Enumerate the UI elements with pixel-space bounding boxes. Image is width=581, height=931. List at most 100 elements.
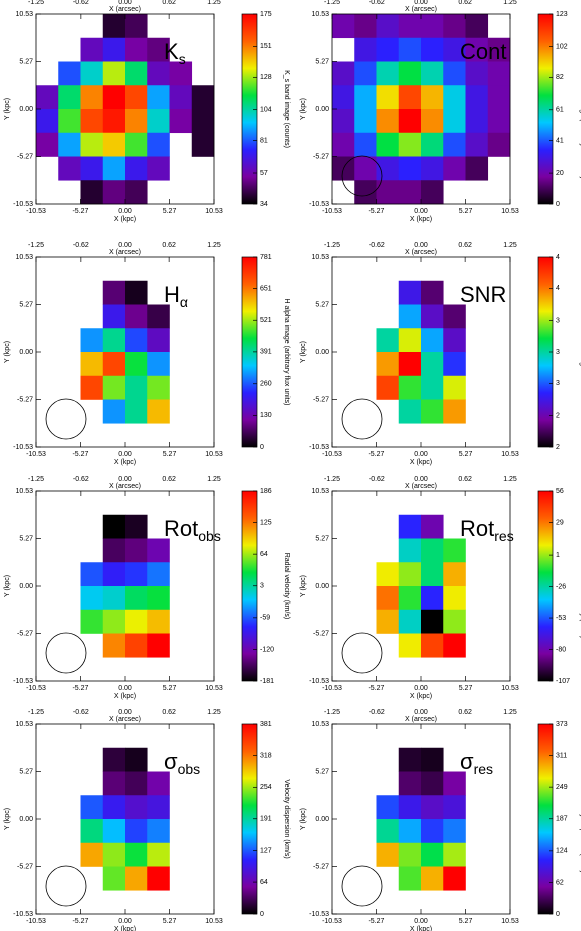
map-cell <box>376 14 400 39</box>
beam <box>45 632 87 674</box>
x2-tick-label: -0.62 <box>369 476 385 483</box>
y-tick-label: 10.53 <box>15 488 33 495</box>
map-cell <box>80 132 104 157</box>
x2-tick-label: 0.00 <box>414 0 428 6</box>
map-cell <box>465 109 489 134</box>
map-cell <box>421 771 444 796</box>
y-tick-label: 5.27 <box>19 768 33 775</box>
colorbar-tick-label: 3 <box>260 583 264 590</box>
map-cell <box>443 609 466 634</box>
x2-tick-label: 0.62 <box>162 709 176 716</box>
x-axis-label: X (kpc) <box>410 693 432 700</box>
map-cell <box>125 562 148 587</box>
map-cell <box>169 109 193 134</box>
beam <box>341 155 383 197</box>
y-tick-label: 10.53 <box>311 721 329 728</box>
map-cell <box>125 109 148 134</box>
map-cell <box>125 609 148 634</box>
colorbar-label: Radial velocity (km/s) <box>283 553 290 620</box>
colorbar-tick-label: 318 <box>260 752 272 759</box>
map-cell <box>147 819 170 844</box>
map-cell <box>376 562 400 587</box>
x2-tick-label: 0.62 <box>458 0 472 6</box>
y-tick-label: 5.27 <box>19 535 33 542</box>
map-cell <box>398 866 422 891</box>
map-cell <box>102 795 126 820</box>
x2-tick-label: -1.25 <box>324 476 340 483</box>
map-cell <box>443 156 466 181</box>
map-cell <box>80 180 104 205</box>
map-cell <box>147 85 170 110</box>
colorbar-tick-label: 125 <box>260 519 272 526</box>
map-cell <box>169 61 193 86</box>
y-tick-label: -5.27 <box>17 153 33 160</box>
colorbar-label: K_s band image (counts) <box>283 70 290 148</box>
map-cell <box>354 180 377 205</box>
colorbar-tick-label: 81 <box>260 138 268 145</box>
map-cell <box>125 514 148 539</box>
map-cell <box>102 304 126 329</box>
map-cell <box>102 85 126 110</box>
colorbar-tick-label: 3 <box>556 317 560 324</box>
x2-axis-label: X (arcsec) <box>109 6 141 13</box>
x2-axis-label: X (arcsec) <box>405 716 437 723</box>
map-cell <box>398 747 422 772</box>
map-cell <box>58 132 81 157</box>
map-cell <box>125 633 148 658</box>
map-cell <box>102 328 126 353</box>
map-cell <box>102 514 126 539</box>
map-cell <box>398 328 422 353</box>
map-cell <box>376 156 400 181</box>
map-cell <box>191 132 215 157</box>
colorbar-tick-label: 781 <box>260 254 272 261</box>
map-cell <box>332 109 355 134</box>
beam <box>341 398 383 440</box>
y-tick-label: 10.53 <box>311 488 329 495</box>
panel-label: σobs <box>164 749 200 777</box>
map-cell <box>80 795 104 820</box>
panel-label: σres <box>460 749 493 777</box>
colorbar-tick-label: 124 <box>556 848 568 855</box>
colorbar-tick-label: 34 <box>260 201 268 208</box>
map-cell <box>147 633 170 658</box>
map-cell <box>125 180 148 205</box>
y-tick-label: 5.27 <box>315 301 329 308</box>
x2-tick-label: -1.25 <box>28 0 44 6</box>
map-cell <box>376 375 400 400</box>
beam <box>45 865 87 907</box>
x-axis-label: X (kpc) <box>114 693 136 700</box>
map-cell <box>398 61 422 86</box>
colorbar-tick-label: 2 <box>556 412 560 419</box>
panel-label-sub: res <box>494 528 513 544</box>
map-cell <box>191 85 215 110</box>
x-tick-label: 10.53 <box>501 451 519 458</box>
map-cell <box>125 280 148 305</box>
map-cell <box>443 328 466 353</box>
map-cell <box>102 819 126 844</box>
map-cell <box>102 747 126 772</box>
map-cell <box>421 85 444 110</box>
map-cell <box>80 352 104 377</box>
colorbar-tick-label: 2 <box>556 444 560 451</box>
map-cell <box>354 37 377 62</box>
colorbar-tick-label: 0 <box>260 911 264 918</box>
map-cell <box>58 156 81 181</box>
x-tick-label: 0.00 <box>414 918 428 925</box>
map-cell <box>102 538 126 563</box>
map-cell <box>398 352 422 377</box>
map-cell <box>125 61 148 86</box>
y-axis-label: Y (kpc) <box>300 808 307 830</box>
colorbar-tick-label: 373 <box>556 721 568 728</box>
colorbar-label: SNR image <box>579 334 581 370</box>
map-cell <box>465 37 489 62</box>
map-cell <box>376 842 400 867</box>
colorbar <box>537 13 554 205</box>
panel-label: SNR <box>460 282 506 307</box>
y-tick-label: 5.27 <box>315 58 329 65</box>
map-cell <box>125 375 148 400</box>
x-tick-label: 0.00 <box>118 918 132 925</box>
colorbar-tick-label: 0 <box>556 911 560 918</box>
colorbar <box>241 13 258 205</box>
map-cell <box>443 399 466 424</box>
x2-tick-label: -0.62 <box>369 242 385 249</box>
